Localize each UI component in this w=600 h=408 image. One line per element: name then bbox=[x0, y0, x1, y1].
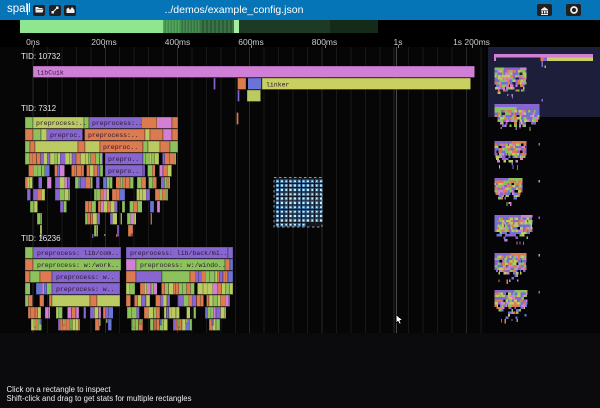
svg-text:preprocess:..: preprocess:.. bbox=[36, 120, 87, 127]
svg-text:libCuik: libCuik bbox=[37, 69, 64, 76]
svg-text:preprocess: lib/back/mi..: preprocess: lib/back/mi.. bbox=[130, 250, 228, 257]
svg-text:preprocess: w:/work..: preprocess: w:/work.. bbox=[37, 262, 119, 269]
svg-text:preprocess: w..: preprocess: w.. bbox=[56, 286, 115, 293]
svg-text:preprocess: w:/windo..: preprocess: w:/windo.. bbox=[140, 262, 226, 269]
svg-text:preprocess: lib/com..: preprocess: lib/com.. bbox=[37, 250, 119, 257]
svg-text:linker: linker bbox=[266, 81, 290, 88]
svg-text:prepro..: prepro.. bbox=[108, 168, 139, 175]
svg-text:prepro..: prepro.. bbox=[108, 156, 139, 163]
svg-text:preprocess:..: preprocess:.. bbox=[88, 132, 139, 139]
svg-text:preprocess:..: preprocess:.. bbox=[92, 120, 143, 127]
svg-text:preproc..: preproc.. bbox=[103, 144, 138, 151]
svg-text:preproc..: preproc.. bbox=[50, 132, 85, 139]
svg-text:preprocess: w..: preprocess: w.. bbox=[56, 274, 115, 281]
